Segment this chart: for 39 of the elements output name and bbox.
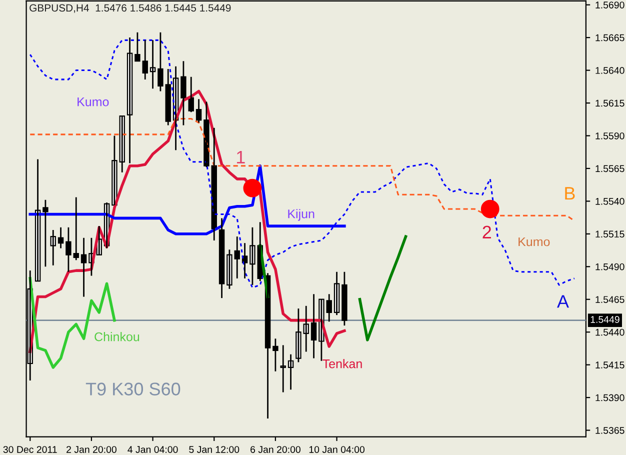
annotation: Chinkou [94,332,140,342]
annotation: 1 [236,150,245,164]
x-tick-label: 4 Jan 04:00 [128,446,178,453]
y-tick-label: 1.5665 [596,34,624,42]
y-tick-label: 1.5490 [596,263,624,270]
line-series [358,235,408,342]
ref-line-label: 1.5449 [590,316,620,323]
y-tick-label: 1.5465 [596,296,624,303]
candlestick [272,338,278,372]
x-tick-label: 2 Jan 20:00 [66,446,116,453]
y-tick-label: 1.5415 [596,362,624,368]
annotation: Kumo [78,98,109,106]
candlestick [66,226,72,273]
y-tick-label: 1.5540 [596,198,624,205]
x-tick-label: 30 Dec 2011 [3,446,57,453]
x-tick-label: 5 Jan 12:00 [189,446,240,453]
y-tick-label: 1.5365 [596,426,624,434]
y-tick-label: 1.5640 [596,67,624,74]
chart-title: GBPUSD,H4 1.5476 1.5486 1.5445 1.5449 [30,4,231,13]
line-series [29,39,576,288]
y-tick-label: 1.5515 [596,230,624,238]
x-tick-label: 6 Jan 20:00 [250,446,300,453]
annotation: B [565,187,575,200]
x-tick-label: 10 Jan 04:00 [309,446,365,453]
annotation: A [557,295,569,308]
y-tick-label: 1.5590 [596,132,624,140]
line-series [29,118,576,222]
annotation: Kumo [518,237,550,246]
y-tick-label: 1.5690 [596,2,624,8]
y-tick-label: 1.5440 [596,328,624,336]
y-tick-label: 1.5565 [596,165,624,172]
line-series [28,90,346,354]
candlestick [42,199,48,268]
annotation: Kijun [288,209,314,221]
annotation: 2 [482,226,491,238]
annotation: T9 K30 S60 [86,382,180,396]
y-tick-label: 1.5390 [596,394,624,402]
annotation: Tenkan [322,359,362,368]
y-tick-label: 1.5615 [596,100,624,107]
